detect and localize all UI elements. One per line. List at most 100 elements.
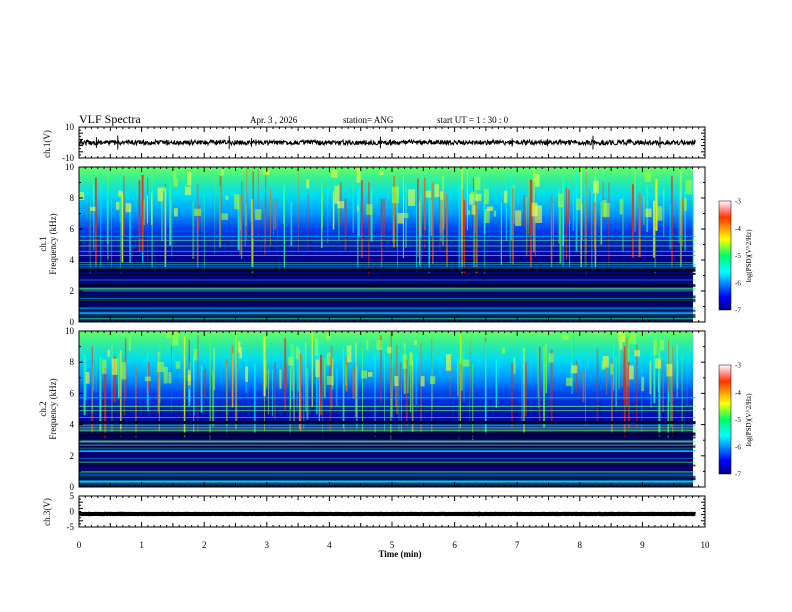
spectrogram-streak — [183, 336, 186, 438]
spectrogram-streak — [265, 173, 267, 244]
spectrogram-blob — [486, 206, 494, 211]
spectrogram-streak — [462, 189, 464, 238]
spectrogram-streak — [121, 193, 124, 263]
spectrogram-streak — [466, 168, 468, 231]
spectrogram-streak — [393, 358, 395, 389]
spectrogram-streak — [354, 342, 357, 417]
spectrogram-streak — [463, 344, 465, 402]
spectrogram-blob — [172, 170, 177, 180]
spectrogram-streak — [546, 354, 547, 393]
spectrogram-blob — [337, 201, 345, 209]
spectrogram-streak — [292, 344, 295, 399]
spectrogram-blob — [403, 213, 409, 219]
spectrogram-streak — [161, 192, 163, 242]
spectrogram-line — [79, 481, 696, 483]
spectrogram-dark-band — [79, 475, 696, 480]
x-tick-label: 9 — [640, 540, 645, 550]
spectrogram-line — [79, 424, 696, 426]
spectrogram-streak — [475, 197, 477, 226]
spectrogram-streak — [570, 361, 572, 387]
colorbar-2-label: log(PSD)(V^2/Hz) — [745, 393, 753, 447]
spectrogram-streak — [391, 338, 393, 418]
spectrogram-streak — [523, 195, 525, 227]
spectrogram-blob — [262, 169, 270, 175]
spectrogram-streak — [111, 199, 113, 271]
spectrogram-dark-band — [79, 298, 696, 303]
spectrogram-dark-band — [79, 478, 696, 481]
spectrogram-streak — [483, 169, 486, 276]
spectrogram-streak — [512, 188, 514, 265]
spectrogram-blob — [501, 347, 506, 354]
spectrogram-streak — [89, 202, 91, 275]
spectrogram-streak — [192, 201, 195, 259]
ch2-spec-ylabel-1: ch.2 — [38, 401, 48, 416]
spectrogram-streak — [297, 342, 300, 392]
spectrogram-streak — [226, 364, 228, 437]
spectrogram-streak — [591, 188, 593, 271]
spectrogram-blob — [414, 340, 417, 345]
spectrogram-streak — [534, 193, 536, 257]
y-tick-label: 10 — [65, 122, 75, 132]
spectrogram-streak — [352, 368, 355, 399]
spectrogram-dark-band — [79, 421, 696, 424]
spectrogram-blob — [653, 339, 657, 356]
spectrogram-streak — [104, 368, 107, 439]
spectrogram-blob — [619, 340, 623, 350]
spectrogram-blob — [513, 357, 516, 374]
spectrogram-streak — [529, 179, 533, 268]
colorbar-tick-label: -7 — [735, 307, 741, 315]
spectrogram-streak — [384, 353, 385, 431]
spectrogram-streak — [193, 355, 195, 432]
spectrogram-streak — [676, 362, 679, 389]
spectrogram-blob — [174, 208, 178, 217]
spectrogram-streak — [419, 201, 420, 266]
spectrogram-streak — [383, 198, 386, 239]
spectrogram-line — [79, 440, 696, 442]
spectrogram-blob — [238, 341, 241, 353]
ch2-spec-ylabel-2: Frequency (kHz) — [48, 378, 58, 439]
y-tick-label: -10 — [62, 153, 74, 163]
spectrogram-blob — [503, 190, 508, 203]
spectrogram-streak — [593, 202, 596, 250]
spectrogram-blob — [548, 353, 554, 363]
spectrogram-blob — [409, 352, 414, 366]
spectrogram-blob — [116, 201, 120, 210]
spectrogram-streak — [429, 203, 430, 268]
spectrogram-streak — [123, 176, 125, 237]
spectrogram-blob — [221, 213, 229, 220]
spectrogram-streak — [273, 204, 274, 235]
spectrogram-streak — [550, 195, 553, 269]
spectrogram-streak — [653, 200, 655, 258]
spectrogram-streak — [344, 198, 347, 251]
y-tick-label: 8 — [70, 193, 75, 203]
spectrogram-blob — [657, 206, 663, 221]
spectrogram-blob — [420, 376, 425, 387]
spectrogram-streak — [641, 356, 643, 432]
spectrogram-line — [79, 405, 696, 407]
spectrogram-blob — [515, 210, 522, 226]
spectrogram-blob — [685, 179, 693, 195]
spectrogram-streak — [245, 204, 247, 226]
spectrogram-streak — [613, 337, 615, 391]
spectrogram-dark-band — [79, 432, 696, 437]
y-tick-label: 6 — [70, 388, 75, 398]
spectrogram-streak — [679, 170, 682, 269]
spectrogram-line — [79, 235, 696, 237]
spectrogram-streak — [572, 191, 575, 231]
spectrogram-dark-band — [79, 309, 696, 312]
spectrogram-blob — [430, 376, 436, 385]
spectrogram-streak — [473, 177, 474, 253]
spectrogram-blob — [534, 174, 540, 187]
spectrogram-blob — [220, 169, 224, 176]
spectrogram-blob — [144, 376, 151, 382]
spectrogram-blob — [425, 190, 432, 198]
spectrogram-streak — [636, 344, 638, 429]
spectrogram-streak — [93, 340, 95, 391]
spectrogram-streak — [214, 170, 216, 255]
spectrogram-streak — [272, 369, 273, 417]
spectrogram-streak — [405, 359, 408, 427]
spectrogram-line — [79, 444, 696, 446]
spectrogram-streak — [543, 346, 545, 428]
spectrogram-blob — [379, 171, 384, 176]
colorbar-tick-label: -4 — [735, 225, 741, 233]
